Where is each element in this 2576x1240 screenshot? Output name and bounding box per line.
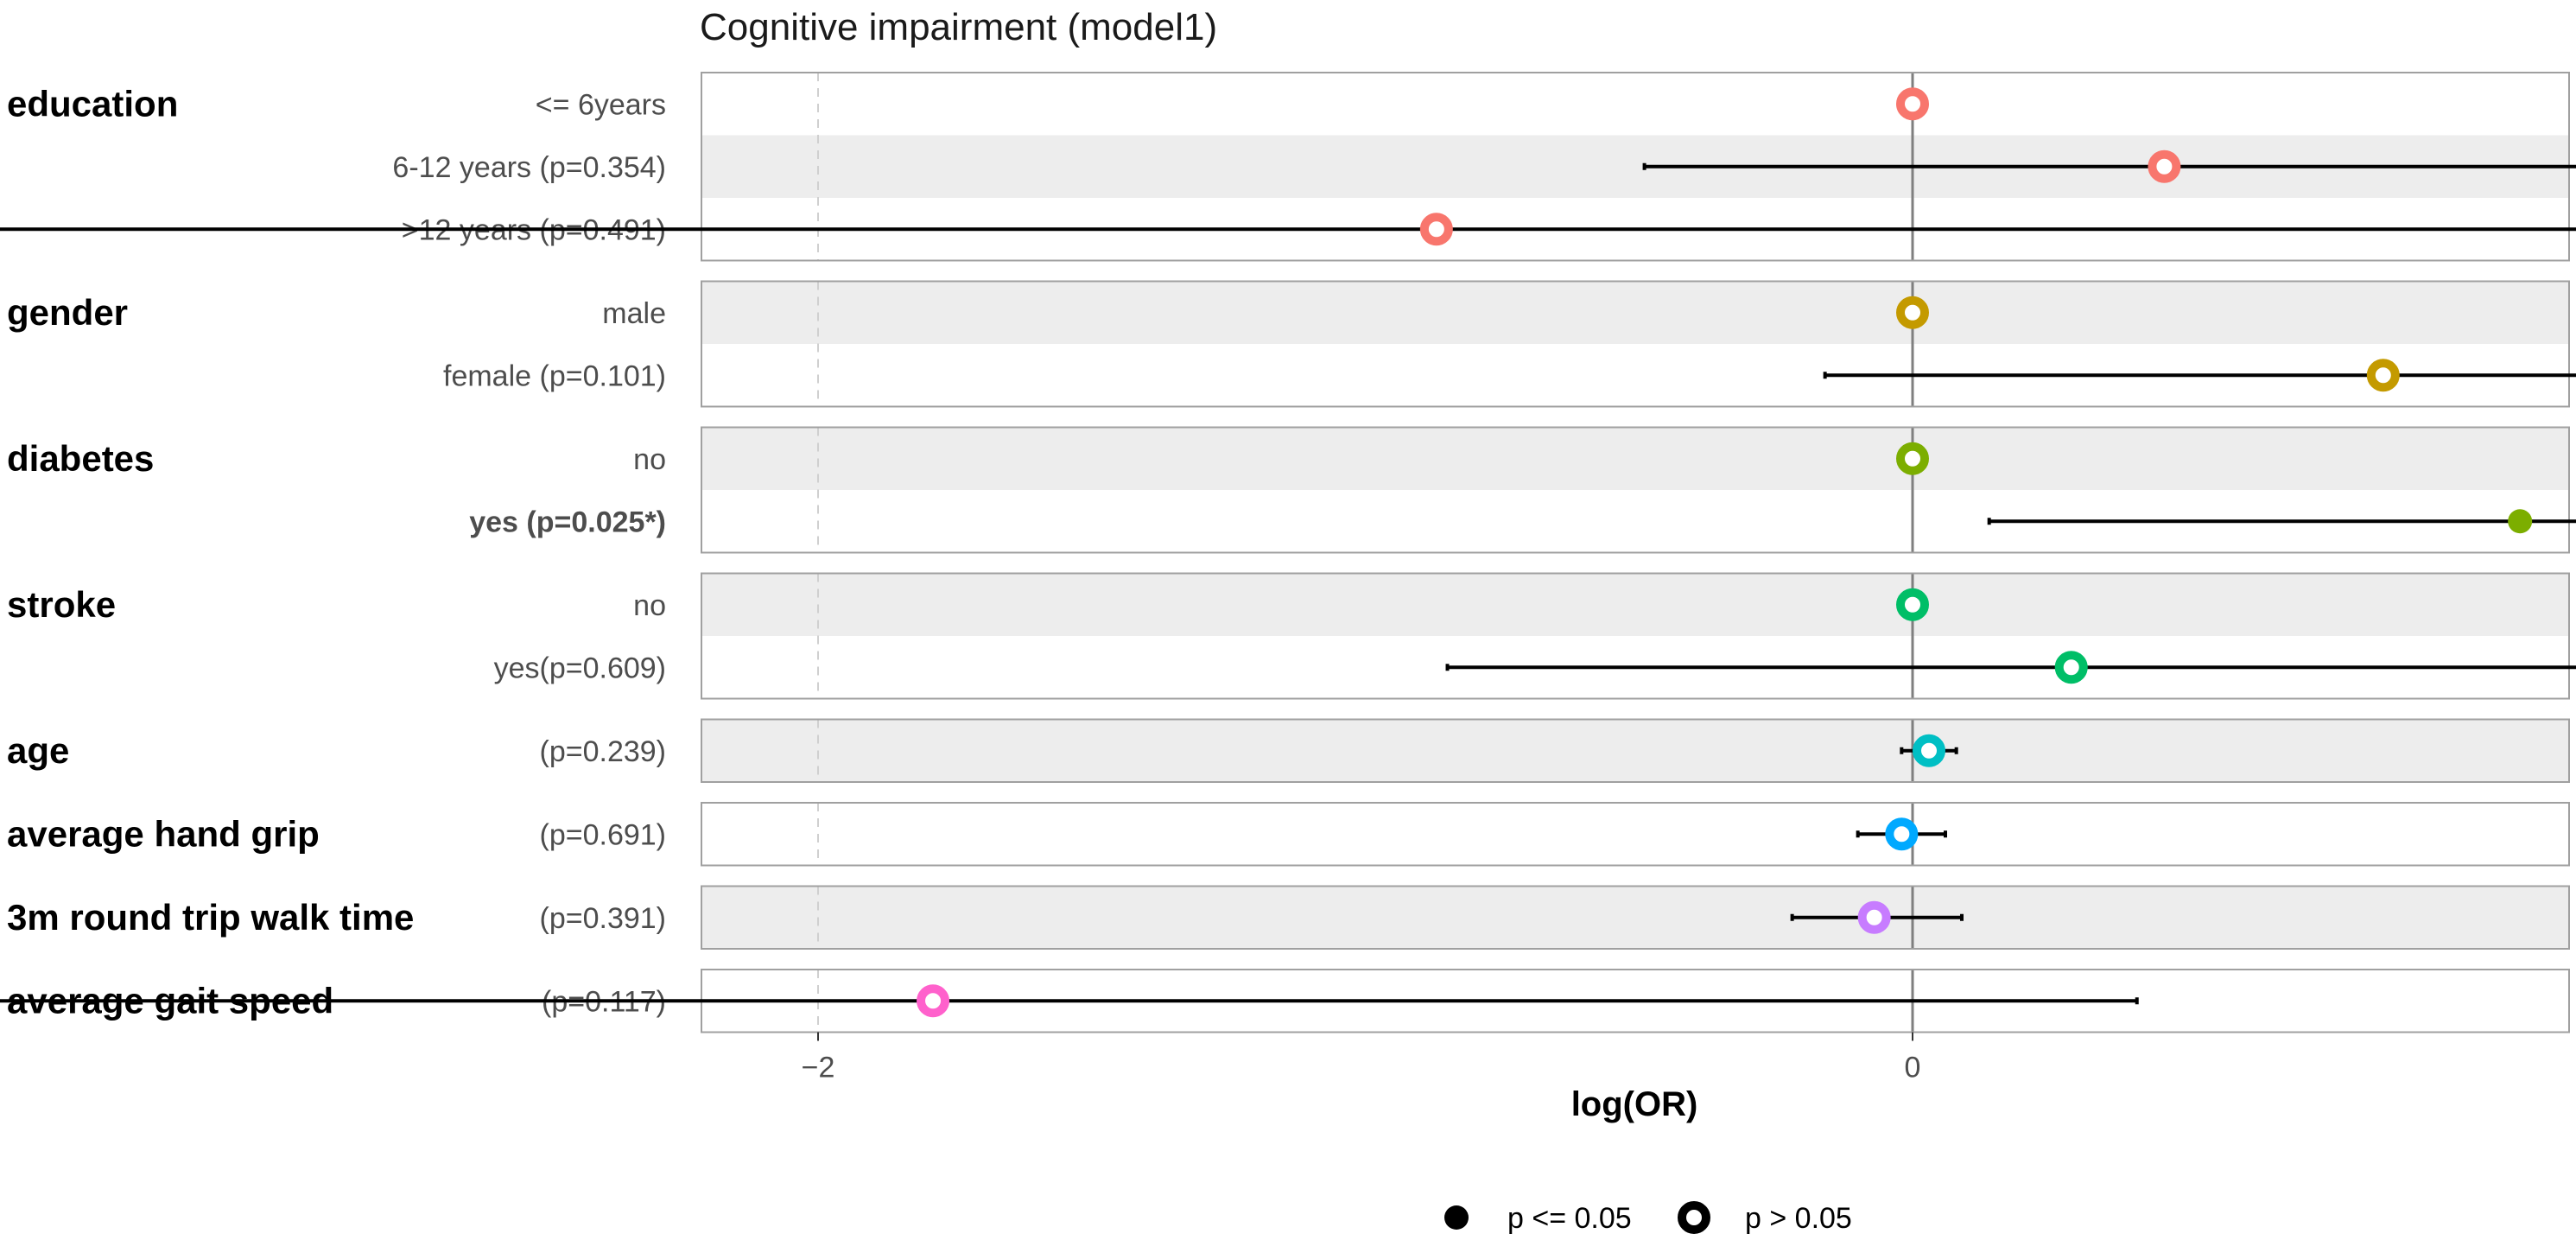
variable-label-gender: gender <box>7 292 128 333</box>
legend-label-significant: p <= 0.05 <box>1507 1202 1632 1235</box>
estimate-point <box>917 984 950 1018</box>
variable-label-diabetes: diabetes <box>7 438 154 479</box>
panel-gender: gender male female (p=0.101) <box>7 280 2576 408</box>
panel-average-hand-grip: average hand grip (p=0.691) <box>7 802 2570 867</box>
row-stripe <box>701 281 2569 344</box>
chart-title: Cognitive impairment (model1) <box>700 6 1217 48</box>
level-label: male <box>602 297 666 330</box>
legend-marker-filled <box>1444 1205 1469 1230</box>
legend: p <= 0.05 p > 0.05 <box>1444 1201 1852 1235</box>
level-label: <= 6years <box>536 88 666 121</box>
row-stripe <box>701 427 2569 490</box>
estimate-point <box>1896 296 1929 329</box>
panel-border <box>701 572 2570 700</box>
estimate-point <box>1896 442 1929 475</box>
estimate-point <box>2054 651 2088 684</box>
variable-label-stroke: stroke <box>7 584 116 625</box>
panel-diabetes: diabetes no yes (p=0.025*) <box>7 426 2576 554</box>
level-label: 6-12 years (p=0.354) <box>392 151 666 184</box>
x-tick-label: −2 <box>802 1052 835 1084</box>
row-stripe <box>701 719 2569 782</box>
level-label: yes (p=0.025*) <box>469 506 666 538</box>
estimate-point <box>1896 588 1929 621</box>
variable-label-education: education <box>7 83 178 124</box>
variable-label-age: age <box>7 730 69 771</box>
level-label: no <box>633 589 666 622</box>
panel-border <box>701 718 2570 783</box>
legend-marker-hollow <box>1678 1201 1710 1234</box>
row-stripe <box>701 573 2569 636</box>
legend-label-nonsignificant: p > 0.05 <box>1745 1202 1852 1235</box>
panel-average-gait-speed: average gait speed (p=0.117) <box>0 969 2570 1033</box>
level-label: (p=0.391) <box>540 902 667 935</box>
estimate-point-significant <box>2508 509 2533 534</box>
level-label: yes(p=0.609) <box>494 652 666 684</box>
row-stripe <box>701 886 2569 949</box>
level-label: female (p=0.101) <box>443 359 666 392</box>
panel-stroke: stroke no yes(p=0.609) <box>7 572 2576 700</box>
level-label: (p=0.691) <box>540 818 667 851</box>
estimate-point <box>1419 213 1453 246</box>
x-axis: −4−202 <box>802 1032 1921 1084</box>
panel-border <box>701 426 2570 554</box>
estimate-point <box>1913 734 1946 767</box>
estimate-point <box>1857 900 1891 934</box>
estimate-point <box>2366 359 2400 392</box>
panel-border <box>701 280 2570 408</box>
panel-3m-round-trip-walk-time: 3m round trip walk time (p=0.391) <box>7 885 2570 950</box>
x-tick-label: 0 <box>1905 1052 1921 1084</box>
variable-label-average-hand-grip: average hand grip <box>7 813 320 854</box>
panel-border <box>701 885 2570 950</box>
level-label: (p=0.239) <box>540 735 667 768</box>
panel-border <box>701 802 2570 867</box>
level-label: no <box>633 443 666 476</box>
panel-age: age (p=0.239) <box>7 718 2570 783</box>
estimate-point <box>2148 149 2181 183</box>
estimate-point <box>1896 87 1929 121</box>
variable-label-3m-round-trip-walk-time: 3m round trip walk time <box>7 897 414 938</box>
estimate-point <box>1885 817 1919 851</box>
x-axis-label: log(OR) <box>1571 1085 1698 1123</box>
